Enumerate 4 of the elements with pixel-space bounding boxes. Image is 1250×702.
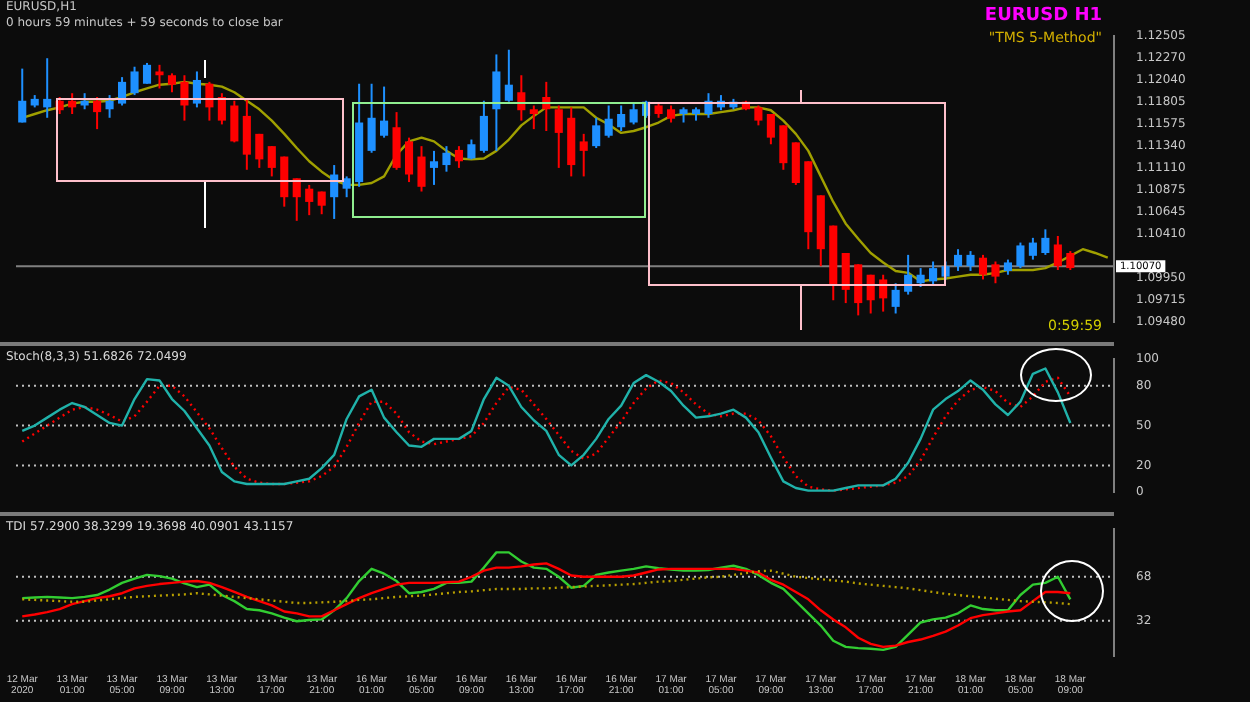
- candlestick: [679, 106, 688, 124]
- chart-title: EURUSD H1: [984, 6, 1102, 26]
- candlestick: [155, 63, 164, 90]
- candlestick: [991, 260, 1000, 285]
